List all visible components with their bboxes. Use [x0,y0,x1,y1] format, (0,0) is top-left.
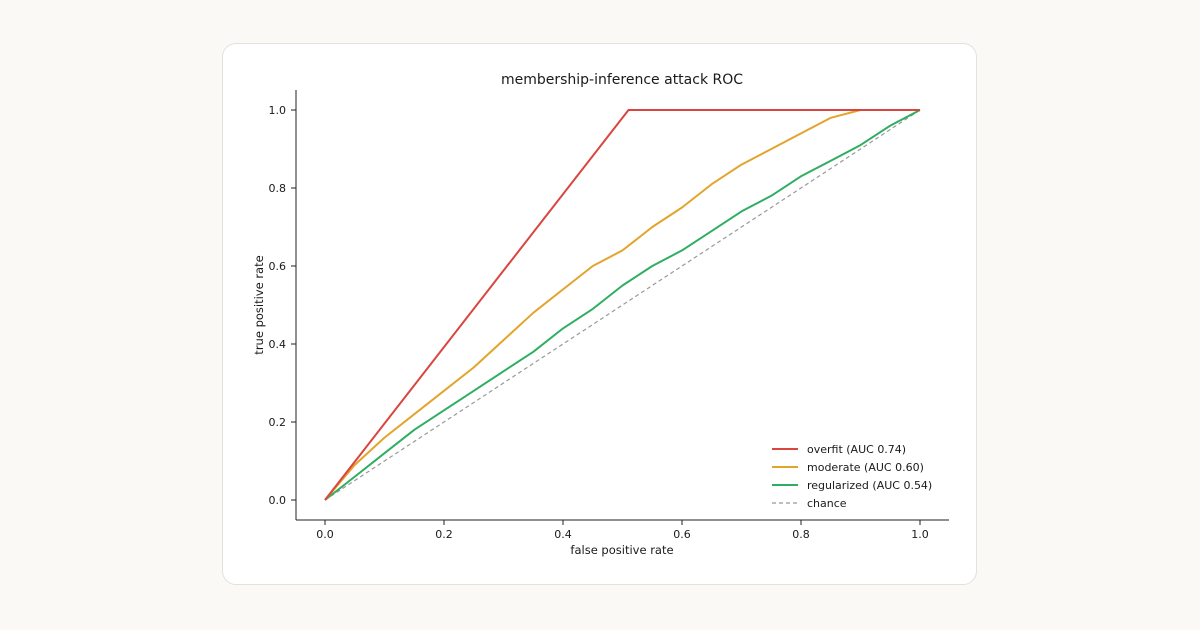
series-line-moderate [324,109,920,501]
y-tick-label: 0.8 [269,182,287,195]
x-tick-label: 0.0 [316,528,334,541]
x-tick-label: 0.6 [673,528,691,541]
y-tick-label: 1.0 [269,104,287,117]
series-line-overfit [324,109,920,501]
y-tick-label: 0.2 [269,416,287,429]
series-line-chance [324,109,921,501]
x-axis-label: false positive rate [570,543,673,557]
series-line-regularized [324,109,921,501]
chart-title: membership-inference attack ROC [501,72,743,88]
chart-card [222,43,977,585]
legend-label: regularized (AUC 0.54) [807,479,932,492]
legend: overfit (AUC 0.74) moderate (AUC 0.60) reg… [772,443,932,510]
legend-label: chance [807,497,847,510]
x-tick-label: 0.4 [554,528,572,541]
legend-label: moderate (AUC 0.60) [807,461,924,474]
y-tick-label: 0.6 [269,260,287,273]
y-tick-label: 0.4 [269,338,287,351]
y-axis-label: true positive rate [252,255,266,354]
x-tick-label: 0.2 [435,528,453,541]
x-tick-label: 0.8 [792,528,810,541]
axes: 0.0 0.2 0.4 0.6 0.8 1.0 0.0 0.2 0.4 0.6 0.8 1.0 [269,90,949,541]
legend-label: overfit (AUC 0.74) [807,443,906,456]
x-tick-label: 1.0 [911,528,929,541]
y-tick-label: 0.0 [269,494,287,507]
series-layer [324,109,921,501]
